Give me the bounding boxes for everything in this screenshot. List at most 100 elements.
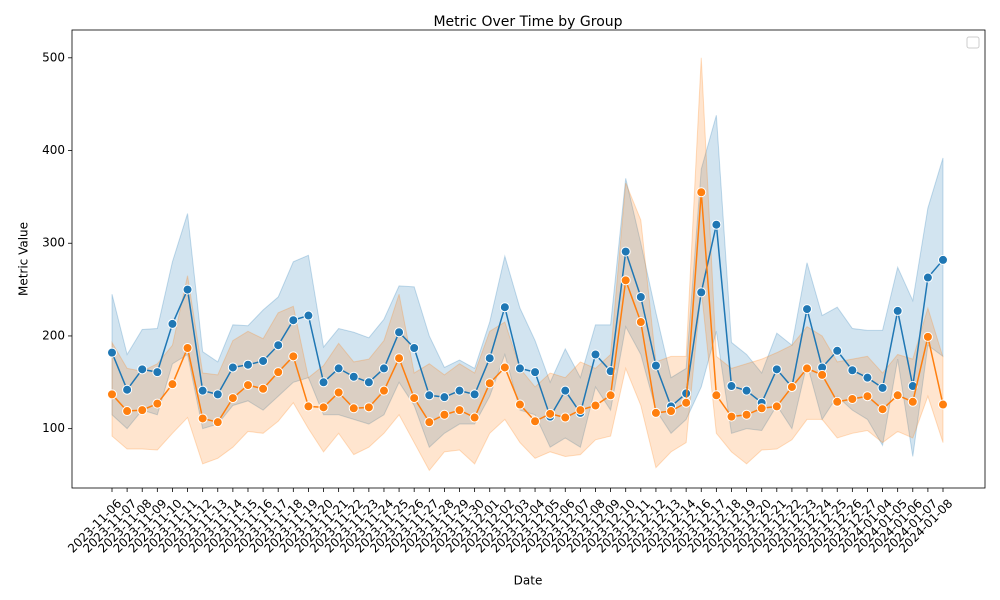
data-point xyxy=(439,392,450,403)
data-point xyxy=(862,372,873,383)
data-point xyxy=(877,404,888,415)
data-point xyxy=(499,362,510,373)
y-tick-label: 100 xyxy=(42,421,65,435)
data-point xyxy=(333,363,344,374)
data-point xyxy=(227,362,238,373)
data-point xyxy=(424,417,435,428)
data-point xyxy=(409,343,420,354)
data-point xyxy=(635,292,646,303)
data-point xyxy=(681,397,692,408)
data-point xyxy=(137,364,148,375)
data-point xyxy=(711,219,722,230)
data-point xyxy=(499,302,510,313)
data-point xyxy=(348,371,359,382)
data-point xyxy=(590,349,601,360)
data-point xyxy=(273,367,284,378)
data-point xyxy=(318,377,329,388)
data-point xyxy=(802,304,813,315)
data-point xyxy=(726,381,737,392)
data-point xyxy=(378,385,389,396)
data-point xyxy=(922,272,933,283)
data-point xyxy=(182,284,193,295)
data-point xyxy=(303,310,314,321)
data-point xyxy=(741,409,752,420)
data-point xyxy=(303,401,314,412)
data-point xyxy=(650,407,661,418)
data-point xyxy=(122,384,133,395)
data-point xyxy=(122,406,133,417)
data-point xyxy=(650,360,661,371)
data-point xyxy=(454,405,465,416)
data-point xyxy=(847,365,858,376)
data-point xyxy=(107,389,117,400)
data-point xyxy=(167,318,178,329)
data-point xyxy=(938,254,948,265)
data-point xyxy=(273,340,284,351)
data-point xyxy=(756,403,767,414)
data-point xyxy=(137,405,148,416)
data-point xyxy=(514,363,525,374)
data-point xyxy=(394,327,405,338)
chart-title: Metric Over Time by Group xyxy=(433,14,622,30)
y-tick-label: 400 xyxy=(42,143,65,157)
legend xyxy=(966,36,980,49)
data-point xyxy=(575,405,586,416)
data-point xyxy=(167,379,178,390)
data-point xyxy=(258,383,269,394)
data-point xyxy=(363,377,374,388)
data-point xyxy=(817,369,828,380)
data-point xyxy=(560,412,571,423)
data-point xyxy=(484,353,495,364)
data-point xyxy=(877,382,888,393)
y-tick-label: 200 xyxy=(42,328,65,342)
data-point xyxy=(862,391,873,402)
data-point xyxy=(242,380,253,391)
data-point xyxy=(469,412,480,423)
data-point xyxy=(288,315,299,326)
data-point xyxy=(212,417,223,428)
data-point xyxy=(439,409,450,420)
data-point xyxy=(469,389,480,400)
data-point xyxy=(696,187,707,198)
data-point xyxy=(620,246,631,257)
data-point xyxy=(242,359,253,370)
data-point xyxy=(378,363,389,374)
data-point xyxy=(938,399,948,410)
data-point xyxy=(832,345,843,356)
data-point xyxy=(741,385,752,396)
data-point xyxy=(409,393,420,404)
data-point xyxy=(107,347,117,358)
data-point xyxy=(620,275,631,286)
data-point xyxy=(892,390,903,401)
data-point xyxy=(560,385,571,396)
data-point xyxy=(212,389,223,400)
data-point xyxy=(892,305,903,316)
data-point xyxy=(318,402,329,413)
data-point xyxy=(771,401,782,412)
data-point xyxy=(227,393,238,404)
x-axis-label: Date xyxy=(514,574,543,588)
data-point xyxy=(288,351,299,362)
data-point xyxy=(333,387,344,398)
y-tick-label: 300 xyxy=(42,236,65,250)
data-point xyxy=(394,353,405,364)
plot-frame xyxy=(71,29,986,489)
data-point xyxy=(197,413,208,424)
data-point xyxy=(922,331,933,342)
data-point xyxy=(847,393,858,404)
confidence-band xyxy=(111,57,944,472)
data-point xyxy=(424,390,435,401)
y-tick-label: 500 xyxy=(42,50,65,64)
data-point xyxy=(802,363,813,374)
data-point xyxy=(590,400,601,411)
data-point xyxy=(530,416,541,427)
data-point xyxy=(907,396,918,407)
data-point xyxy=(152,398,163,409)
data-point xyxy=(197,385,208,396)
data-point xyxy=(907,381,918,392)
data-point xyxy=(545,408,556,419)
y-axis-label: Metric Value xyxy=(17,222,31,296)
data-point xyxy=(711,390,722,401)
